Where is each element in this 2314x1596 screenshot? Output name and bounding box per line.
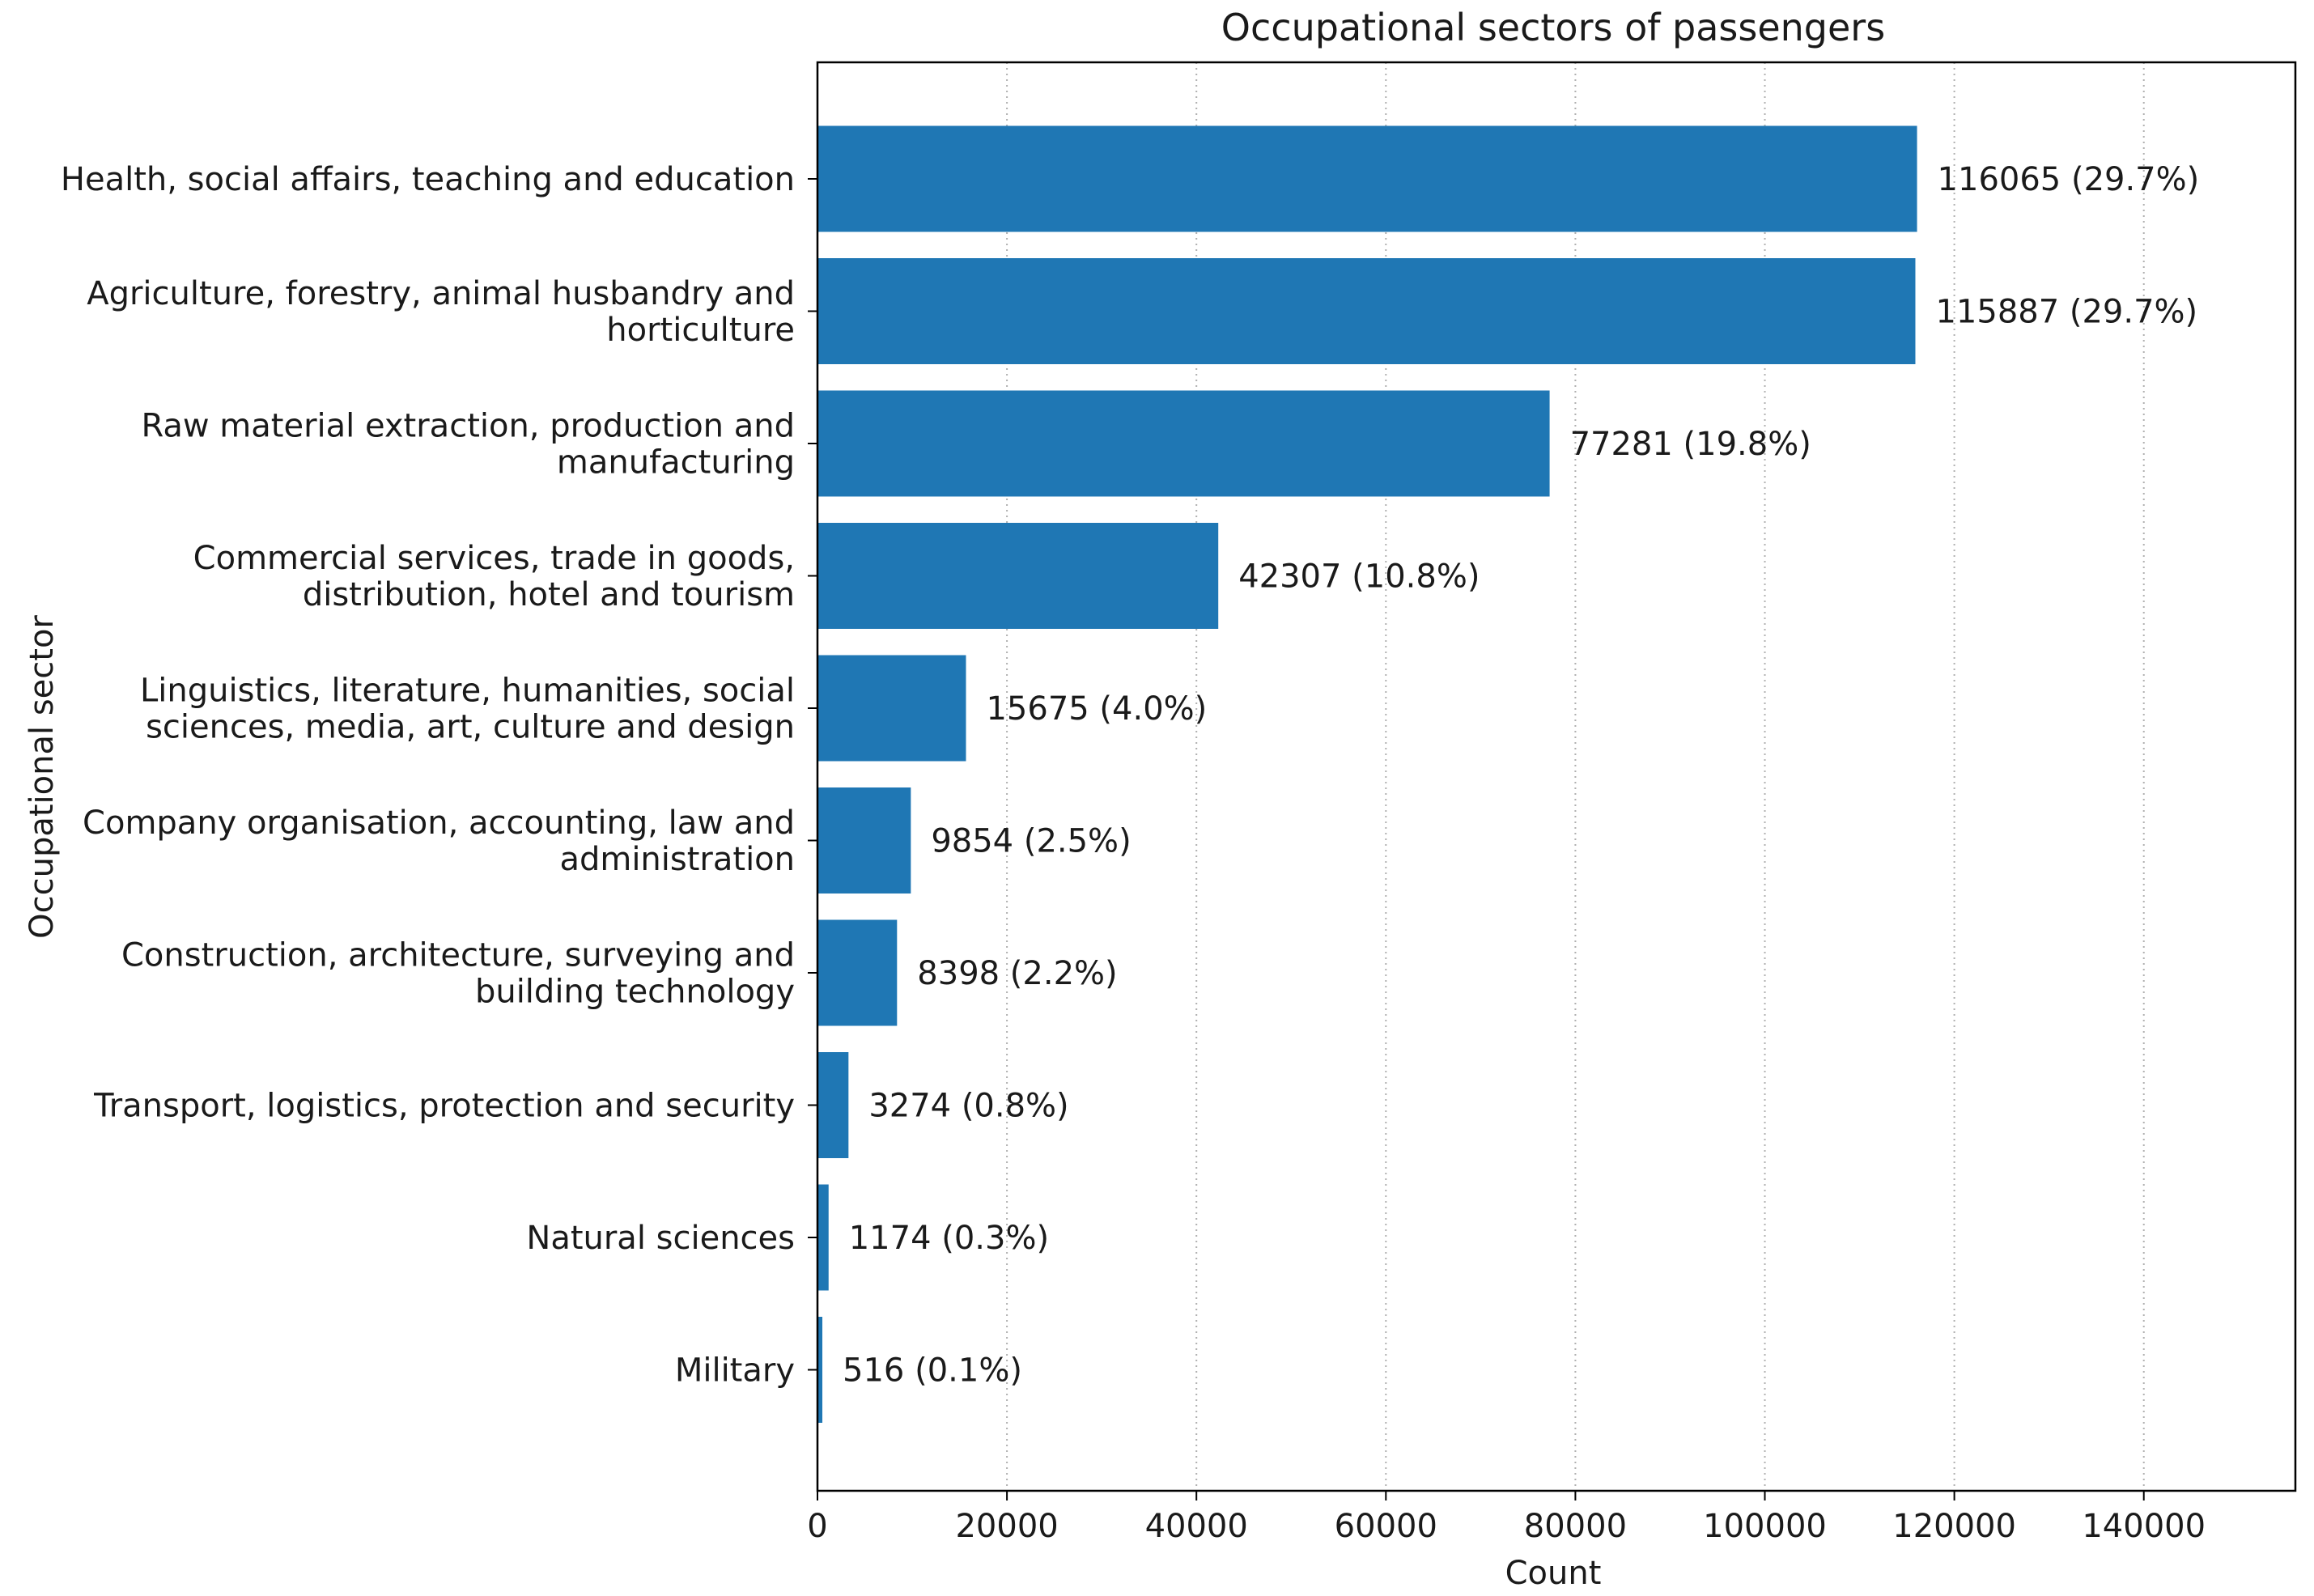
category-label: Linguistics, literature, humanities, soc… [140, 673, 795, 746]
bar [817, 258, 1916, 364]
plot-frame [816, 61, 2297, 1492]
x-axis-title: Count [1505, 1555, 1602, 1592]
bar [817, 655, 966, 762]
category-label: Transport, logistics, protection and sec… [93, 1088, 795, 1125]
x-tick-label: 20000 [955, 1508, 1058, 1545]
bar [817, 919, 898, 1026]
bar-value-label: 3274 (0.8%) [868, 1088, 1068, 1125]
bars [817, 125, 1917, 1423]
bar [817, 125, 1917, 232]
bar-value-label: 15675 (4.0%) [986, 690, 1207, 728]
category-label: Military [675, 1352, 795, 1390]
category-label: Construction, architecture, surveying an… [121, 937, 795, 1011]
bar-value-label: 9854 (2.5%) [931, 823, 1131, 860]
x-tick-label: 120000 [1892, 1508, 2016, 1545]
bar [817, 1317, 823, 1423]
x-tick-label: 0 [807, 1508, 827, 1545]
x-tick-label: 140000 [2082, 1508, 2206, 1545]
bar-value-label: 116065 (29.7%) [1938, 161, 2200, 198]
bar-value-label: 42307 (10.8%) [1238, 558, 1480, 596]
category-label: Commercial services, trade in goods, dist… [193, 540, 795, 613]
category-label: Natural sciences [526, 1220, 795, 1257]
x-tick-label: 100000 [1703, 1508, 1827, 1545]
data-labels: 116065 (29.7%) 115887 (29.7%) 77281 (19.8%… [843, 161, 2199, 1390]
y-axis-title: Occupational sector [23, 615, 61, 939]
category-label: Agriculture, forestry, animal husbandry … [87, 275, 795, 349]
bar-value-label: 516 (0.1%) [843, 1352, 1022, 1390]
category-label: Health, social affairs, teaching and edu… [61, 161, 795, 198]
bar-value-label: 115887 (29.7%) [1935, 294, 2197, 331]
x-tick-label: 80000 [1524, 1508, 1627, 1545]
bar-value-label: 1174 (0.3%) [849, 1220, 1049, 1257]
bar [817, 390, 1550, 497]
bar [817, 1052, 849, 1158]
x-tick-label: 60000 [1335, 1508, 1437, 1545]
axes: Health, social affairs, teaching and edu… [61, 61, 2297, 1545]
bar [817, 787, 911, 894]
bar [817, 523, 1219, 629]
category-label: Company organisation, accounting, law an… [83, 804, 795, 878]
category-label: Raw material extraction, production and m… [141, 408, 795, 482]
bar-value-label: 8398 (2.2%) [917, 955, 1117, 992]
bar-value-label: 77281 (19.8%) [1570, 426, 1811, 463]
chart-title: Occupational sectors of passengers [1221, 6, 1885, 49]
x-tick-label: 40000 [1145, 1508, 1248, 1545]
bar [817, 1184, 829, 1291]
